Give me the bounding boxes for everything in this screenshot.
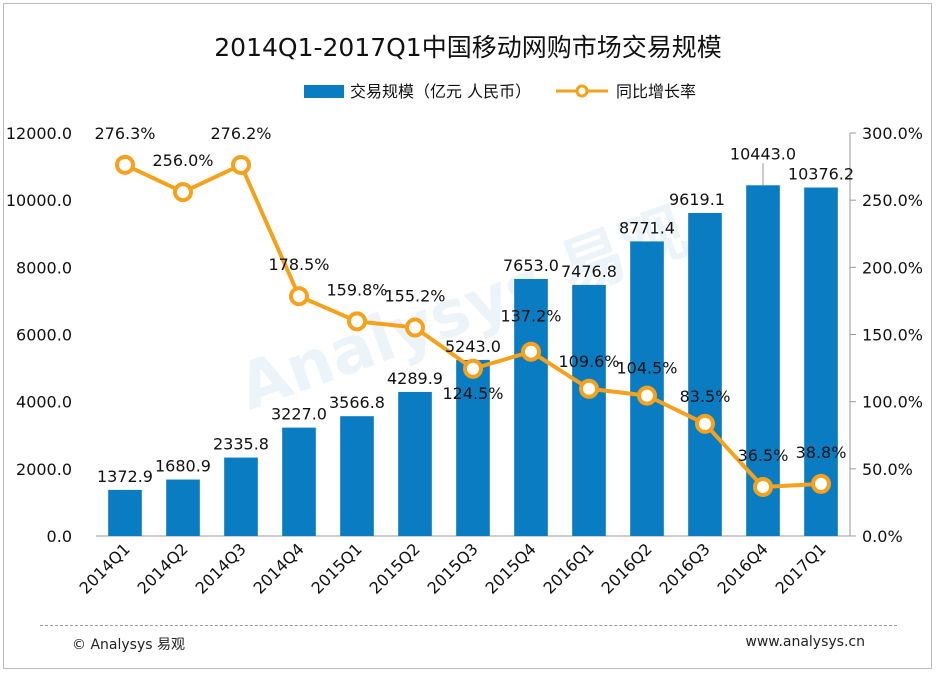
x-tick-label: 2014Q4: [249, 539, 307, 597]
x-tick-label: 2017Q1: [771, 539, 829, 597]
bar-value-label: 5243.0: [445, 337, 501, 356]
y-right-tick-label: 0.0%: [862, 527, 903, 546]
footer-url: www.analysys.cn: [745, 634, 865, 650]
x-tick-label: 2016Q2: [597, 539, 655, 597]
growth-point: [173, 182, 193, 203]
x-tick-label: 2016Q1: [539, 539, 597, 597]
growth-point: [289, 286, 309, 307]
bar-value-label: 3566.8: [329, 393, 385, 412]
growth-point: [637, 385, 657, 406]
chart-frame: [3, 3, 932, 669]
bar: [166, 479, 200, 536]
line-value-label: 256.0%: [152, 151, 213, 170]
growth-point: [463, 358, 483, 379]
bar: [340, 416, 374, 536]
y-left-tick-label: 6000.0: [16, 326, 72, 345]
growth-point: [231, 154, 251, 175]
x-tick-label: 2016Q4: [713, 539, 771, 597]
growth-point: [405, 317, 425, 338]
line-value-label: 276.2%: [210, 124, 271, 143]
x-tick-label: 2015Q2: [365, 539, 423, 597]
line-value-label: 178.5%: [268, 255, 329, 274]
growth-point: [695, 413, 715, 434]
line-value-label: 36.5%: [738, 446, 789, 465]
growth-point: [115, 154, 135, 175]
y-right-tick-label: 150.0%: [862, 326, 923, 345]
y-left-tick-label: 8000.0: [16, 258, 72, 277]
bar: [282, 427, 316, 536]
legend-line-label: 同比增长率: [616, 82, 696, 101]
line-value-label: 104.5%: [616, 359, 677, 378]
bar-value-label: 8771.4: [619, 218, 675, 237]
bar-value-label: 1372.9: [97, 467, 153, 486]
x-tick-label: 2014Q1: [75, 539, 133, 597]
legend-bar-label: 交易规模（亿元 人民币）: [350, 82, 531, 101]
bar: [514, 278, 548, 536]
legend-line-marker: [575, 84, 589, 98]
y-left-tick-label: 4000.0: [16, 393, 72, 412]
bar-value-label: 2335.8: [213, 435, 269, 454]
growth-point: [579, 378, 599, 399]
bar-value-label: 10376.2: [788, 165, 854, 184]
bar-value-label: 9619.1: [669, 190, 725, 209]
line-value-label: 83.5%: [680, 387, 731, 406]
x-tick-label: 2015Q3: [423, 539, 481, 597]
bar: [398, 391, 432, 536]
y-left-tick-label: 12000.0: [6, 124, 72, 143]
bar-value-label: 7476.8: [561, 262, 617, 281]
line-value-label: 137.2%: [500, 307, 561, 326]
x-tick-label: 2015Q4: [481, 539, 539, 597]
bar-value-label: 10443.0: [730, 144, 796, 163]
line-value-label: 38.8%: [796, 443, 847, 462]
y-right-tick-label: 100.0%: [862, 393, 923, 412]
growth-point: [811, 473, 831, 494]
y-right-tick-label: 250.0%: [862, 191, 923, 210]
line-value-label: 109.6%: [558, 352, 619, 371]
growth-point: [347, 311, 367, 332]
line-value-label: 155.2%: [384, 287, 445, 306]
footer-copyright: © Analysys 易观: [72, 637, 185, 653]
y-left-tick-label: 10000.0: [6, 191, 72, 210]
legend-bar-swatch: [304, 85, 344, 98]
bar-value-label: 1680.9: [155, 457, 211, 476]
growth-point: [753, 476, 773, 497]
bar-value-label: 7653.0: [503, 256, 559, 275]
x-tick-label: 2016Q3: [655, 539, 713, 597]
bar: [572, 284, 606, 536]
x-tick-label: 2014Q2: [133, 539, 191, 597]
growth-point: [521, 341, 541, 362]
bar: [456, 359, 490, 536]
x-tick-label: 2014Q3: [191, 539, 249, 597]
x-tick-label: 2015Q1: [307, 539, 365, 597]
bar: [224, 457, 258, 536]
bar: [688, 212, 722, 536]
y-left-tick-label: 2000.0: [16, 460, 72, 479]
y-left-tick-label: 0.0: [47, 527, 72, 546]
y-right-tick-label: 200.0%: [862, 258, 923, 277]
chart-title: 2014Q1-2017Q1中国移动网购市场交易规模: [214, 33, 721, 62]
bar-value-label: 3227.0: [271, 405, 327, 424]
bar: [108, 489, 142, 536]
footer-divider: [40, 625, 897, 626]
bar-value-label: 4289.9: [387, 369, 443, 388]
y-right-tick-label: 300.0%: [862, 124, 923, 143]
y-right-tick-label: 50.0%: [862, 460, 913, 479]
line-value-label: 159.8%: [326, 280, 387, 299]
line-value-label: 124.5%: [442, 384, 503, 403]
line-value-label: 276.3%: [94, 124, 155, 143]
